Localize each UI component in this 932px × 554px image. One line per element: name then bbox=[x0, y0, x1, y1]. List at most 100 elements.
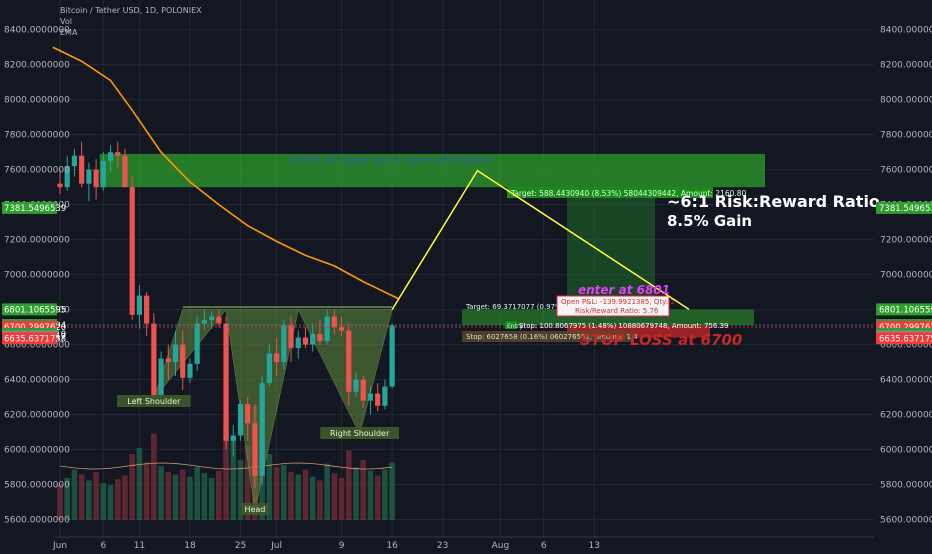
candle-body[interactable] bbox=[353, 379, 359, 392]
volume-bar bbox=[208, 478, 215, 520]
price-label-right-bg bbox=[876, 332, 932, 345]
candle-body[interactable] bbox=[295, 337, 301, 349]
y-tick-label-right: 7000.0000000 bbox=[880, 271, 932, 281]
candle-body[interactable] bbox=[151, 323, 157, 396]
candle-body[interactable] bbox=[302, 337, 309, 345]
volume-bar bbox=[273, 467, 280, 520]
candle-body[interactable] bbox=[223, 323, 229, 441]
gain-label: 8.5% Gain bbox=[667, 212, 752, 230]
volume-bar bbox=[302, 469, 309, 520]
y-tick-label-left: 7600.0000000 bbox=[4, 166, 70, 176]
candle-body[interactable] bbox=[209, 316, 215, 321]
candle-body[interactable] bbox=[107, 152, 114, 161]
zone-note-label: NOTE: An upper and a lower annotation! bbox=[290, 155, 493, 166]
target-tag[interactable] bbox=[507, 187, 713, 198]
entry-tag-text: Entry bbox=[507, 323, 523, 330]
candle-body[interactable] bbox=[382, 386, 388, 406]
volume-bar bbox=[114, 479, 121, 520]
candle-body[interactable] bbox=[346, 330, 352, 392]
x-tick-label: 11 bbox=[134, 541, 145, 550]
volume-bar bbox=[100, 482, 107, 520]
candle-body[interactable] bbox=[237, 404, 244, 436]
candle-body[interactable] bbox=[165, 358, 171, 363]
candle-body[interactable] bbox=[324, 316, 330, 342]
head-and-shoulders-pattern[interactable] bbox=[153, 308, 393, 511]
volume-bar bbox=[78, 474, 85, 520]
candle-body[interactable] bbox=[57, 183, 63, 188]
candle-body[interactable] bbox=[115, 152, 121, 156]
candle-body[interactable] bbox=[375, 393, 381, 406]
y-tick-label-right: 6000.0000000 bbox=[880, 446, 932, 456]
profit-zone[interactable] bbox=[567, 197, 655, 310]
candle-body[interactable] bbox=[245, 404, 251, 424]
candle-body[interactable] bbox=[136, 295, 143, 315]
right-shoulder-label: Right Shoulder bbox=[330, 429, 390, 438]
ema-indicator-label[interactable]: EMA bbox=[60, 28, 78, 37]
candle-body[interactable] bbox=[310, 334, 316, 345]
candle-body[interactable] bbox=[172, 344, 179, 363]
y-tick-label-right: 7200.0000000 bbox=[880, 236, 932, 246]
volume-bar bbox=[165, 472, 172, 520]
candle-body[interactable] bbox=[100, 160, 106, 188]
volume-bar bbox=[266, 454, 273, 520]
open-pl-box[interactable] bbox=[556, 295, 670, 317]
candle-body[interactable] bbox=[93, 169, 99, 188]
candle-body[interactable] bbox=[158, 358, 164, 396]
y-tick-label-right: 8200.0000000 bbox=[880, 61, 932, 71]
x-tick-label: 9 bbox=[339, 541, 345, 550]
candle-body[interactable] bbox=[252, 423, 258, 476]
y-tick-label-left: 7200.0000000 bbox=[4, 236, 70, 246]
candle-body[interactable] bbox=[129, 187, 135, 315]
ema-series-line bbox=[52, 46, 400, 300]
candle-body[interactable] bbox=[86, 169, 92, 184]
candle-body[interactable] bbox=[274, 353, 280, 363]
entry-band[interactable] bbox=[462, 309, 754, 326]
candle-body[interactable] bbox=[389, 325, 395, 387]
candle-body[interactable] bbox=[288, 325, 294, 349]
volume-bar bbox=[244, 445, 251, 520]
volume-bar bbox=[201, 473, 208, 520]
candle-body[interactable] bbox=[338, 327, 345, 331]
price-label-right-bg bbox=[876, 303, 932, 316]
candle-body[interactable] bbox=[216, 316, 222, 324]
right-shoulder-label-bg bbox=[320, 427, 400, 439]
candle-body[interactable] bbox=[266, 353, 272, 384]
vol-indicator-label[interactable]: Vol bbox=[60, 17, 72, 26]
x-tick-label: 25 bbox=[235, 541, 246, 550]
candle-body[interactable] bbox=[79, 155, 85, 184]
candle-body[interactable] bbox=[187, 363, 193, 378]
volume-bar bbox=[187, 476, 193, 520]
candle-body[interactable] bbox=[259, 383, 265, 476]
candle-body[interactable] bbox=[317, 334, 323, 342]
candle-body[interactable] bbox=[64, 166, 70, 188]
candle-body[interactable] bbox=[122, 155, 128, 188]
candle-body[interactable] bbox=[194, 323, 200, 364]
volume-bar bbox=[172, 474, 179, 520]
candle-body[interactable] bbox=[331, 316, 337, 328]
volume-bar bbox=[64, 478, 71, 520]
price-label-left-bg bbox=[2, 303, 57, 316]
candle-body[interactable] bbox=[360, 379, 366, 401]
price-label-left-bg bbox=[2, 201, 57, 214]
projection-line[interactable] bbox=[391, 169, 690, 311]
volume-bar bbox=[71, 469, 78, 520]
candle-body[interactable] bbox=[71, 155, 78, 167]
candle-body[interactable] bbox=[230, 435, 236, 441]
x-tick-label: 13 bbox=[589, 541, 600, 550]
overlays: Target: 69.3717077 (0.97%) 9374 Entry Stop… bbox=[55, 169, 880, 515]
rr-ratio-text: Risk/Reward Ratio: 5.76 bbox=[575, 307, 659, 315]
entry-band-text: Target: 69.3717077 (0.97%) 9374 bbox=[465, 303, 585, 311]
candle-body[interactable] bbox=[180, 344, 186, 378]
volume-bar bbox=[194, 467, 200, 520]
upper-resistance-zone[interactable] bbox=[99, 153, 765, 188]
stop-inner-text: Stop: 6027658 (0.16%) 060276582, Amount:… bbox=[466, 333, 638, 341]
y-tick-label-left: 6200.0000000 bbox=[4, 411, 70, 421]
candle-body[interactable] bbox=[281, 325, 287, 363]
candle-body[interactable] bbox=[144, 295, 150, 324]
candle-body[interactable] bbox=[201, 320, 207, 324]
y-tick-label-right: 5800.0000000 bbox=[880, 481, 932, 491]
volume-bar bbox=[338, 478, 345, 520]
candle-body[interactable] bbox=[367, 393, 374, 401]
